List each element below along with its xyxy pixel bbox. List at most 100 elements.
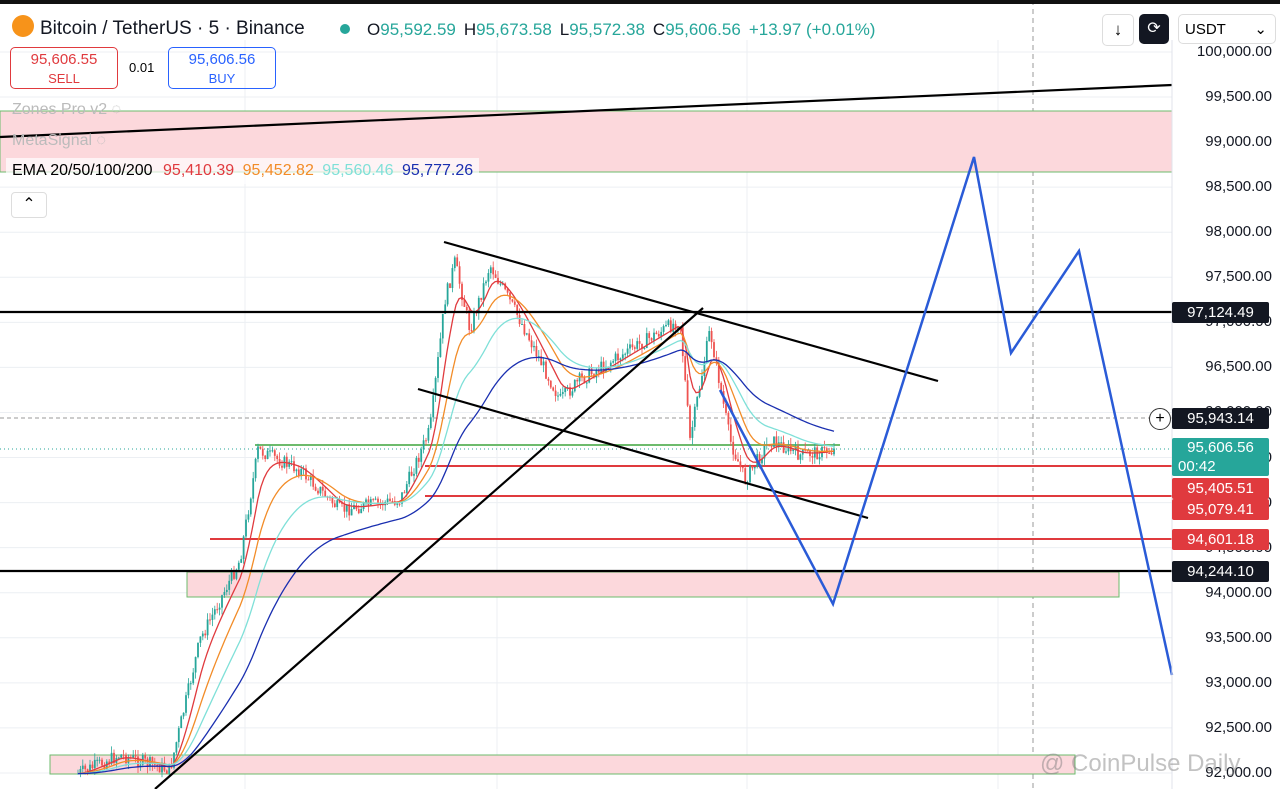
candle-body [636, 341, 639, 349]
candle-body [230, 570, 233, 581]
candle-body [369, 499, 372, 506]
candle-body [295, 469, 298, 472]
candle-body [547, 378, 550, 381]
candle-body [782, 442, 785, 453]
price-axis-label: 97,500.00 [1205, 268, 1272, 286]
candle-body [516, 304, 519, 316]
indicator-ema[interactable]: EMA 20/50/100/200 95,410.39 95,452.82 95… [6, 158, 480, 184]
candle-body [264, 455, 267, 460]
candle-body [391, 501, 394, 503]
candle-body [422, 440, 425, 450]
candle-body [473, 312, 475, 332]
candle-body [749, 465, 751, 483]
indicator-metasignal[interactable]: MetaSignal ◌ [12, 132, 107, 149]
candle-body [461, 283, 463, 301]
candle-body [595, 370, 598, 378]
candle-body [451, 268, 454, 288]
candle-body [153, 763, 156, 765]
candle-body [701, 376, 703, 390]
candle-body [655, 332, 658, 334]
candle-body [197, 642, 199, 658]
candle-body [187, 683, 190, 696]
candle-body [348, 504, 351, 516]
candle-body [513, 301, 516, 305]
candle-body [331, 497, 334, 504]
add-alert[interactable]: + [1149, 408, 1171, 430]
candle-body [576, 379, 579, 382]
currency-select[interactable]: USDT ⌄ [1178, 14, 1276, 44]
candle-body [127, 757, 130, 764]
candle-body [677, 327, 679, 330]
candle-body [705, 340, 708, 363]
price-axis-label: 96,500.00 [1205, 358, 1272, 376]
indicator-name: Zones Pro v2 [12, 101, 108, 118]
candle-body [113, 752, 115, 764]
candle-body [101, 759, 103, 766]
candle-body [182, 712, 185, 717]
candle-body [693, 406, 696, 427]
ema-value: 95,777.26 [401, 162, 474, 179]
candle-body [633, 347, 636, 349]
buy-button[interactable]: 95,606.56 BUY [168, 47, 276, 89]
candle-body [554, 390, 557, 397]
candle-body [506, 289, 509, 293]
candle-body [487, 273, 490, 282]
candle-body [696, 396, 699, 407]
candle-body [753, 467, 756, 469]
price-axis-label: 94,000.00 [1205, 583, 1272, 601]
candle-body [792, 449, 795, 452]
candle-body [108, 761, 111, 764]
candle-body [439, 338, 442, 358]
candle-body [175, 742, 178, 753]
candle-body [343, 503, 346, 512]
candle-body [317, 490, 319, 494]
candle-body [429, 417, 432, 429]
candle-body [770, 446, 773, 448]
sell-label: SELL [48, 71, 80, 86]
candle-body [192, 672, 195, 684]
candle-body [609, 362, 612, 367]
candle-body [523, 324, 526, 335]
candle-body [773, 436, 775, 447]
candle-body [797, 445, 799, 460]
price-tag: 95,405.51 [1172, 478, 1269, 499]
candle-body [468, 310, 471, 330]
candle-body [494, 274, 497, 278]
candle-body [374, 498, 377, 500]
collapse-button[interactable]: ⌃ [11, 192, 47, 218]
download-button[interactable]: ↓ [1102, 14, 1134, 46]
candle-body [518, 315, 521, 325]
countdown: 00:42 [1178, 458, 1216, 475]
candle-body [266, 450, 269, 460]
candle-body [151, 757, 154, 764]
candle-body [492, 267, 495, 275]
candle-body [177, 728, 180, 743]
candle-body [744, 468, 747, 484]
candle-body [134, 755, 137, 757]
layout-button[interactable]: ⟳ [1139, 14, 1169, 44]
candle-body [269, 450, 271, 452]
candle-body [103, 765, 106, 769]
price-axis-label: 100,000.00 [1196, 43, 1272, 60]
candle-body [84, 765, 87, 770]
candle-body [415, 457, 418, 474]
candle-body [276, 455, 279, 460]
candle-body [799, 454, 802, 460]
candle-body [794, 445, 797, 450]
candle-body [720, 382, 723, 392]
last-price: 95,606.56 [1187, 439, 1254, 456]
candle-body [811, 456, 814, 458]
sell-button[interactable]: 95,606.55 SELL [10, 47, 118, 89]
indicator-zones[interactable]: Zones Pro v2 ◌ [12, 101, 122, 118]
candle-body [324, 490, 327, 497]
candle-body [185, 695, 187, 713]
candle-body [650, 338, 653, 341]
candle-body [211, 614, 214, 620]
candle-body [86, 769, 89, 772]
candle-body [691, 426, 694, 438]
candle-body [758, 454, 761, 464]
candle-body [667, 320, 670, 325]
candle-body [458, 266, 461, 284]
price-tag: 97,124.49 [1172, 302, 1269, 323]
price-tag: 95,943.14 [1172, 408, 1269, 429]
